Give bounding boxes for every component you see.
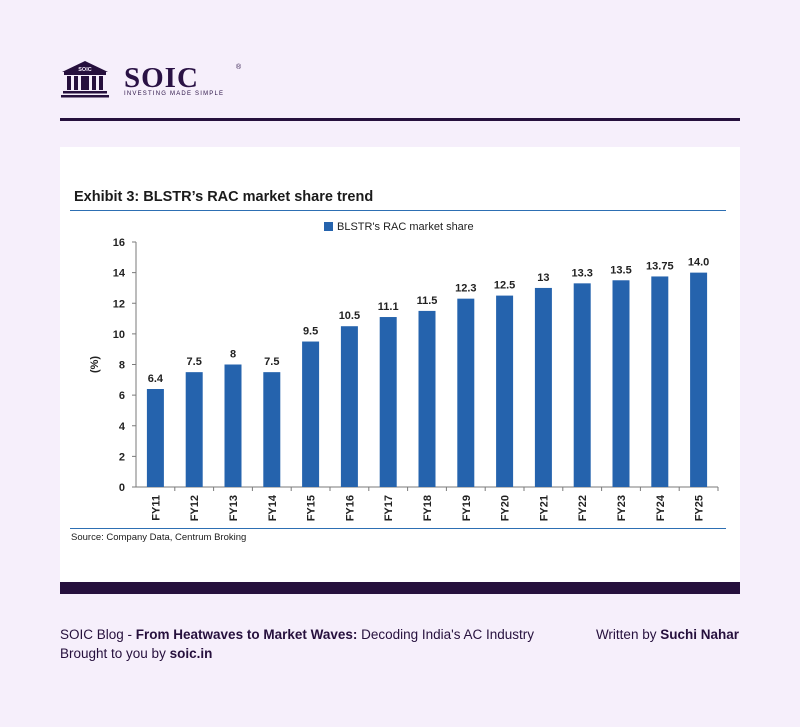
x-tick-label: FY21 <box>538 495 550 521</box>
data-label: 13.3 <box>571 267 592 279</box>
bar-fy16 <box>340 326 358 487</box>
x-tick-label: FY16 <box>344 495 356 521</box>
data-label: 10.5 <box>339 310 360 322</box>
legend-label: BLSTR's RAC market share <box>337 221 474 233</box>
bar-fy21 <box>534 287 552 487</box>
x-tick-label: FY14 <box>267 494 279 521</box>
x-tick-label: FY17 <box>383 495 395 521</box>
y-tick-label: 0 <box>119 482 125 494</box>
bar-fy25 <box>690 272 708 487</box>
bar-chart: 0 2 4 6 8 10 12 14 16 (%) BLSTR's RAC market share… <box>89 221 719 521</box>
x-tick-label: FY19 <box>461 495 473 521</box>
written-by-label: Written by <box>595 627 661 642</box>
x-tick-label: FY15 <box>306 495 318 521</box>
y-tick-label: 10 <box>113 329 125 341</box>
legend-swatch <box>324 222 333 231</box>
footer-bar <box>60 582 740 594</box>
author-credit: Written by Suchi Nahar <box>596 627 739 642</box>
x-tick-label: FY18 <box>422 495 434 521</box>
source-note: Source: Company Data, Centrum Broking <box>71 532 247 543</box>
data-label: 13 <box>537 272 549 284</box>
blog-credit: SOIC Blog - From Heatwaves to Market Wav… <box>60 627 534 642</box>
x-tick-label: FY23 <box>616 495 628 521</box>
bank-building-icon: SOIC <box>61 61 109 98</box>
bar-fy24 <box>651 276 669 487</box>
chart-card: Exhibit 3: BLSTR’s RAC market share tren… <box>60 147 740 582</box>
title-divider <box>70 210 726 211</box>
brand-tagline: INVESTING MADE SIMPLE <box>124 91 225 97</box>
x-tick-label: FY25 <box>694 495 706 521</box>
y-axis-label: (%) <box>89 356 101 373</box>
bar-fy17 <box>379 317 397 487</box>
header-divider <box>60 118 740 121</box>
bar-fy11 <box>146 389 164 487</box>
bar-fy19 <box>457 298 475 487</box>
data-label: 14.0 <box>688 257 709 269</box>
bar-fy20 <box>496 295 514 487</box>
brought-by-label: Brought to you by <box>60 646 170 661</box>
y-tick-label: 6 <box>119 390 125 402</box>
data-label: 13.75 <box>646 260 674 272</box>
x-tick-label: FY12 <box>189 495 201 521</box>
y-tick-label: 12 <box>113 298 125 310</box>
x-tick-label: FY13 <box>228 495 240 521</box>
data-label: 6.4 <box>148 373 164 385</box>
bar-fy12 <box>185 372 203 487</box>
data-label: 12.3 <box>455 283 476 295</box>
bar-fy14 <box>263 372 281 487</box>
y-tick-label: 14 <box>113 268 126 280</box>
brand-logo: SOIC SOIC ® INVESTING MADE SIMPLE <box>60 60 260 100</box>
data-label: 13.5 <box>610 264 631 276</box>
y-tick-label: 4 <box>119 421 126 433</box>
registered-mark: ® <box>236 64 242 71</box>
bar-fy15 <box>302 341 320 487</box>
exhibit-title: Exhibit 3: BLSTR’s RAC market share tren… <box>74 189 374 205</box>
x-tick-label: FY22 <box>577 495 589 521</box>
y-tick-label: 8 <box>119 360 125 372</box>
logo-icon-text: SOIC <box>78 67 91 73</box>
y-tick-label: 2 <box>119 451 125 463</box>
y-tick-label: 16 <box>113 237 125 249</box>
data-label: 11.5 <box>417 295 438 307</box>
data-label: 7.5 <box>264 356 279 368</box>
data-label: 8 <box>230 349 236 361</box>
source-divider <box>70 528 726 529</box>
blog-subtitle: Decoding India's AC Industry <box>357 627 535 642</box>
bar-fy13 <box>224 364 242 487</box>
data-label: 7.5 <box>187 356 202 368</box>
x-tick-label: FY24 <box>655 494 667 521</box>
bar-fy23 <box>612 280 630 487</box>
brand-name: SOIC <box>124 62 199 94</box>
data-label: 11.1 <box>378 301 399 313</box>
blog-prefix: SOIC Blog - <box>60 627 136 642</box>
bar-fy18 <box>418 310 436 487</box>
site-link[interactable]: soic.in <box>169 646 213 661</box>
x-tick-label: FY20 <box>500 495 512 521</box>
data-label: 12.5 <box>494 280 515 292</box>
author-name: Suchi Nahar <box>660 627 739 642</box>
bar-fy22 <box>573 283 591 487</box>
blog-title[interactable]: From Heatwaves to Market Waves: <box>135 627 358 642</box>
x-tick-label: FY11 <box>150 495 162 521</box>
brought-by: Brought to you by soic.in <box>60 646 212 661</box>
data-label: 9.5 <box>303 326 318 338</box>
